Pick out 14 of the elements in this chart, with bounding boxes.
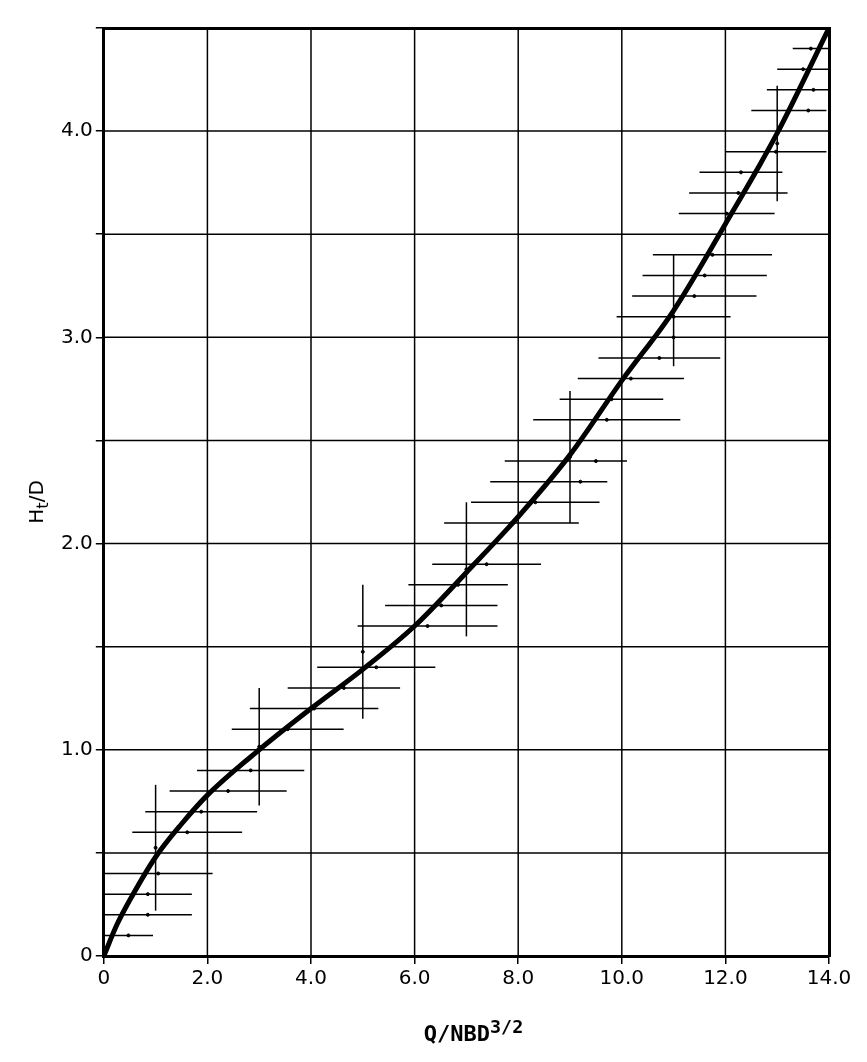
x-tick-label: 0 <box>97 965 111 990</box>
x-tick-label: 8.0 <box>502 965 535 990</box>
y-tick-label: 1.0 <box>60 735 93 760</box>
y-tick-label: 3.0 <box>60 323 93 348</box>
x-tick-label: 6.0 <box>398 965 431 990</box>
x-tick-label: 4.0 <box>295 965 327 990</box>
x-tick-label: 10.0 <box>599 965 645 990</box>
x-axis-title: Q/NBD$^{3/2}$ <box>422 1015 525 1046</box>
x-tick-label: 12.0 <box>703 965 748 990</box>
y-tick-label: 0 <box>80 942 93 967</box>
y-tick-label: 2.0 <box>60 529 93 554</box>
x-tick-label: 14.0 <box>806 965 852 990</box>
x-tick-label: 2.0 <box>191 965 224 990</box>
y-tick-label: 4.0 <box>60 117 93 142</box>
